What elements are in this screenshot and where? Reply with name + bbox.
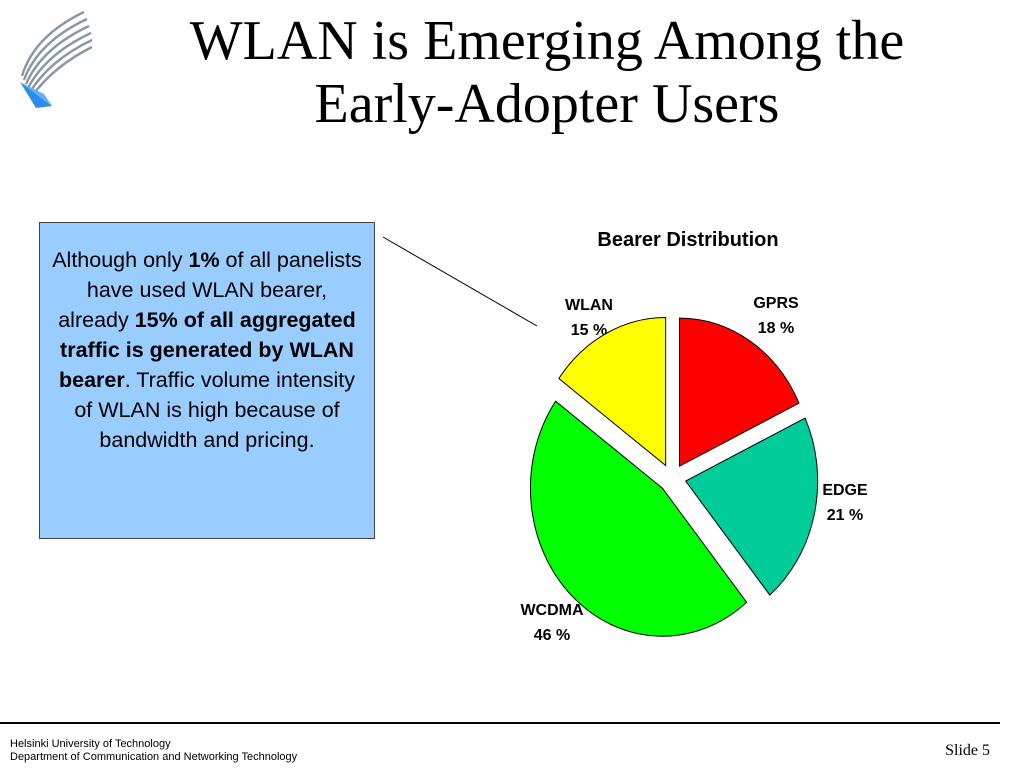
slice-value-wlan: 15 % bbox=[571, 322, 607, 339]
slice-value-wcdma: 46 % bbox=[534, 627, 570, 644]
pie-slice-wcdma bbox=[529, 400, 748, 637]
footer-department: Department of Communication and Networki… bbox=[10, 751, 298, 763]
slice-label-edge: EDGE bbox=[822, 482, 868, 499]
slice-label-wcdma: WCDMA bbox=[520, 602, 584, 619]
callout-bold-2: 15% of all aggregated traffic is generat… bbox=[59, 308, 356, 392]
footer-university: Helsinki University of Technology bbox=[10, 738, 171, 750]
slice-value-gprs: 18 % bbox=[758, 320, 794, 337]
slice-value-edge: 21 % bbox=[827, 507, 863, 524]
callout-bold-1: 1% bbox=[188, 248, 220, 272]
callout-box: Although only 1% of all panelists have u… bbox=[39, 222, 375, 539]
callout-text-3: . Traffic volume intensity of WLAN is hi… bbox=[74, 368, 355, 452]
chart-title: Bearer Distribution bbox=[597, 229, 779, 251]
university-logo-icon bbox=[20, 10, 93, 108]
footer-institution: Helsinki University of Technology Depart… bbox=[10, 738, 297, 764]
slide-number: Slide 5 bbox=[945, 742, 990, 759]
slide-title: WLAN is Emerging Among the Early-Adopter… bbox=[90, 10, 1004, 136]
pie-slice-wlan bbox=[558, 317, 667, 467]
title-line-1: WLAN is Emerging Among the bbox=[189, 10, 905, 72]
pie-slice-gprs bbox=[679, 317, 800, 468]
pie-slice-edge bbox=[684, 417, 819, 596]
footer-divider bbox=[0, 722, 1000, 724]
title-line-2: Early-Adopter Users bbox=[314, 73, 780, 135]
callout-text-2: of all panelists have used WLAN bearer, … bbox=[58, 248, 362, 332]
callout-text-1: Although only bbox=[52, 248, 189, 272]
slice-label-gprs: GPRS bbox=[753, 295, 799, 312]
slice-label-wlan: WLAN bbox=[565, 297, 613, 314]
